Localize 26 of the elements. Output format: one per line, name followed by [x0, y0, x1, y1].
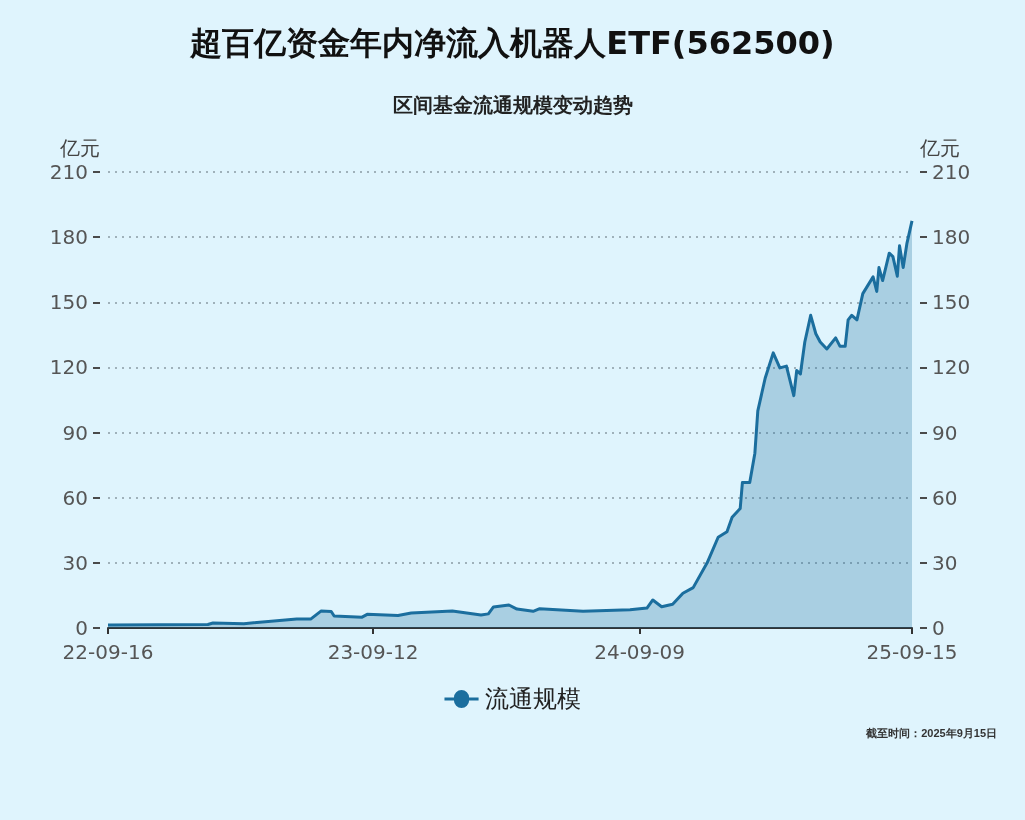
y-tick-label: 60: [62, 485, 88, 510]
y2-tick-label: 0: [932, 616, 945, 640]
y-tick-label: 0: [75, 616, 88, 640]
y-tick-label: 30: [62, 550, 88, 575]
y2-tick-label: 90: [932, 420, 958, 445]
y-tick-label: 120: [49, 355, 88, 380]
x-tick-label: 25-09-15: [866, 640, 958, 664]
legend-label: 流通规模: [484, 685, 581, 713]
y2-tick-label: 210: [932, 160, 971, 184]
x-tick-label: 24-09-09: [594, 640, 685, 664]
y2-tick-label: 30: [932, 550, 958, 575]
y-tick-label: 210: [49, 160, 88, 184]
y2-tick-label: 180: [932, 225, 971, 250]
y2-tick-label: 120: [932, 355, 971, 380]
y-tick-label: 150: [49, 290, 88, 315]
y2-tick-label: 60: [932, 485, 958, 510]
chart-title: 超百亿资金年内净流入机器人ETF(562500): [189, 24, 835, 62]
y-axis-title: 亿元: [59, 136, 100, 160]
y-tick-label: 180: [49, 225, 88, 250]
chart-subtitle: 区间基金流通规模变动趋势: [392, 93, 633, 117]
text: 截至时间：2025年9月15日: [865, 726, 997, 739]
y2-tick-label: 150: [932, 290, 971, 315]
x-tick-label: 23-09-12: [327, 640, 419, 664]
y2-axis-title: 亿元: [919, 136, 960, 160]
y-tick-label: 90: [62, 420, 88, 445]
x-tick-label: 22-09-16: [62, 640, 154, 664]
